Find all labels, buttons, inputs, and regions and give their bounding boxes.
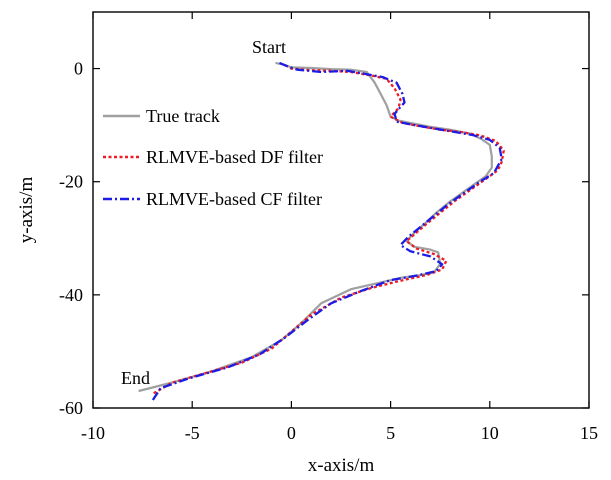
- y-axis-ticks: 0 -20 -40 -60: [59, 59, 589, 418]
- y-axis-label: y-axis/m: [16, 177, 37, 244]
- legend-label-df-filter: RLMVE-based DF filter: [146, 147, 323, 167]
- series-layer: [138, 61, 505, 402]
- y-tick-label: -20: [59, 172, 83, 192]
- x-tick-label: -5: [185, 423, 200, 443]
- legend-label-cf-filter: RLMVE-based CF filter: [146, 189, 322, 209]
- df-filter-line: [151, 64, 505, 395]
- y-tick-label: -40: [59, 285, 83, 305]
- x-tick-label: 15: [580, 423, 598, 443]
- x-axis-label: x-axis/m: [308, 455, 375, 476]
- x-tick-label: 5: [386, 423, 395, 443]
- x-tick-label: 10: [481, 423, 499, 443]
- x-tick-label: -10: [81, 423, 105, 443]
- legend: True track RLMVE-based DF filter RLMVE-b…: [103, 106, 323, 209]
- plot-area-frame: [92, 11, 590, 409]
- y-tick-label: -60: [59, 398, 83, 418]
- cf-filter-line: [151, 61, 503, 402]
- x-axis-ticks: -10 -5 0 5 10 15: [81, 12, 598, 443]
- end-annotation: End: [121, 368, 150, 388]
- start-annotation: Start: [252, 37, 286, 57]
- legend-label-true-track: True track: [146, 106, 220, 126]
- y-tick-label: 0: [74, 59, 83, 79]
- x-tick-label: 0: [287, 423, 296, 443]
